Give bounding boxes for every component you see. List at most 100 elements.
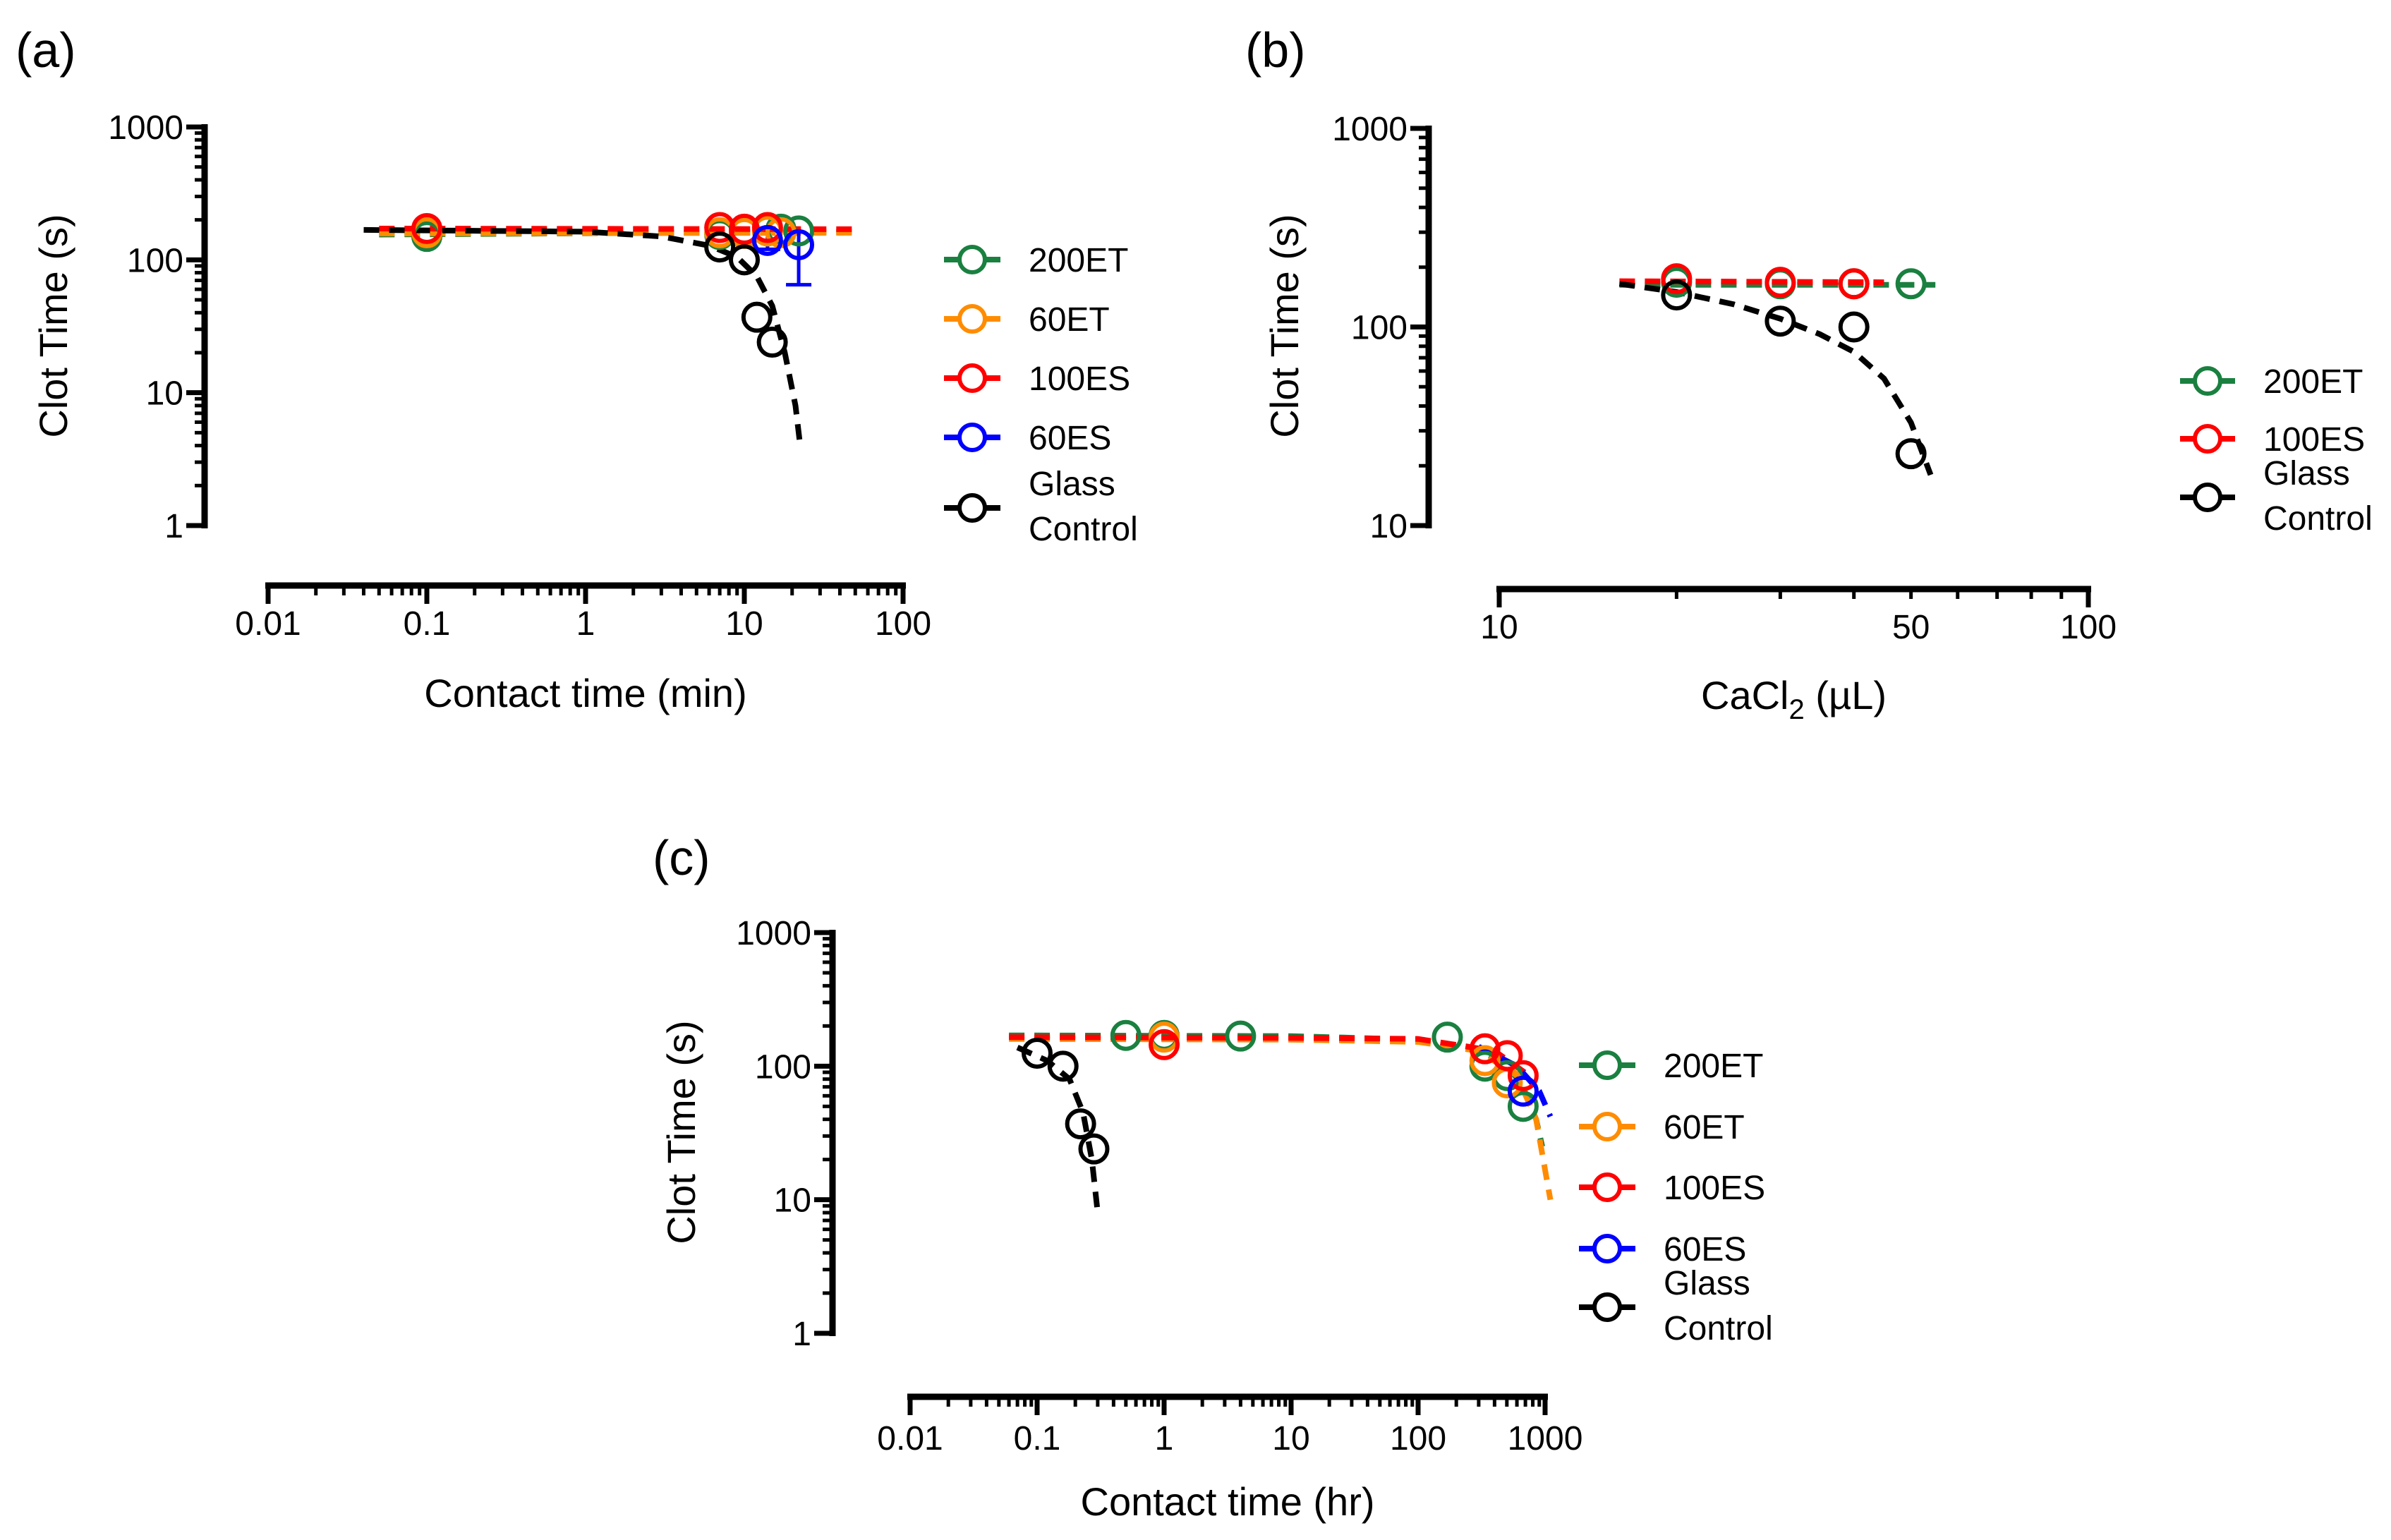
legend-label: Glass Control <box>1664 1265 1773 1347</box>
legend-label-line: Glass <box>1029 466 1115 503</box>
data-point-200et <box>1507 1091 1539 1122</box>
y-tick-label: 1000 <box>1332 111 1408 148</box>
legend-swatch-marker <box>1592 1112 1622 1141</box>
panel-label: (c) <box>653 830 710 885</box>
legend-label: 200ET <box>2263 363 2363 401</box>
chart-panel-1: (a) 1 10 100 1000 Clot Time (s) 0.01 0.1 1 10 100 C… <box>16 23 1138 715</box>
fit-line-glass-control <box>363 226 804 447</box>
y-tick-label: 1 <box>164 508 183 545</box>
y-tick-label: 1 <box>792 1316 811 1353</box>
data-point-100es <box>1838 268 1870 300</box>
data-point-200et <box>1895 268 1927 300</box>
legend-swatch-marker <box>1592 1234 1622 1263</box>
data-point-glass-control <box>741 301 773 333</box>
legend-label-line: Control <box>1664 1310 1773 1347</box>
y-tick-label: 10 <box>1370 508 1408 545</box>
data-point-60et <box>1469 1045 1501 1077</box>
x-axis-label: CaCl2 (µL) <box>1701 673 1887 725</box>
y-axis-label: Clot Time (s) <box>1262 214 1307 437</box>
x-axis-label: Contact time (hr) <box>1081 1479 1375 1524</box>
x-tick-label: 0.01 <box>877 1420 943 1457</box>
y-axis-label: Clot Time (s) <box>31 214 75 437</box>
legend-label-line: Control <box>2263 500 2373 538</box>
panel-label: (b) <box>1245 23 1306 78</box>
legend-label: 60ES <box>1664 1231 1746 1268</box>
legend-label: 100ES <box>1664 1170 1765 1207</box>
x-tick-label: 100 <box>875 605 931 643</box>
data-point-glass-control <box>704 231 736 263</box>
data-point-60es <box>1507 1075 1539 1107</box>
chart-panel-2: (b) 10 100 1000 Clot Time (s) 10 50 100 CaCl2 (µ… <box>1245 23 2373 725</box>
x-axis-label-unit: (µL) <box>1805 673 1887 717</box>
legend-label: 200ET <box>1664 1048 1763 1085</box>
legend-label-line: Glass <box>1664 1265 1750 1302</box>
legend-swatch-marker <box>1592 1292 1622 1322</box>
data-point-100es <box>1507 1060 1539 1091</box>
y-tick-label: 10 <box>146 375 183 413</box>
legend-label: 200ET <box>1029 242 1128 279</box>
fit-line-glass-control <box>1618 281 1934 476</box>
data-point-100es <box>1469 1033 1501 1065</box>
x-tick-label: 0.1 <box>1014 1420 1061 1457</box>
x-axis-label: Contact time (min) <box>424 671 746 715</box>
x-tick-label: 0.1 <box>404 605 451 643</box>
legend-label: Glass Control <box>1029 466 1138 548</box>
legend-swatch-marker <box>1592 1172 1622 1202</box>
x-tick-label: 100 <box>2060 609 2117 646</box>
data-point-glass-control <box>1895 438 1927 470</box>
x-axis-label-text: CaCl <box>1701 673 1788 717</box>
y-tick-label: 100 <box>127 242 183 279</box>
data-point-100es <box>1491 1040 1523 1072</box>
data-point-100es <box>411 212 442 244</box>
x-tick-label: 10 <box>725 605 763 643</box>
data-point-60es <box>751 224 783 256</box>
data-point-200et <box>1110 1019 1142 1051</box>
legend-swatch-marker <box>957 245 987 274</box>
legend-swatch-marker <box>2193 483 2222 512</box>
data-point-100es <box>751 212 783 243</box>
data-point-glass-control <box>1078 1133 1110 1165</box>
data-point-200et <box>783 215 815 247</box>
data-point-glass-control <box>756 327 788 358</box>
fit-line-glass-control <box>1016 1045 1101 1213</box>
data-point-60es <box>783 229 815 260</box>
legend-swatch-marker <box>957 304 987 334</box>
y-tick-label: 10 <box>774 1182 811 1220</box>
data-point-glass-control <box>1661 279 1693 311</box>
x-tick-label: 100 <box>1390 1420 1446 1457</box>
data-point-glass-control <box>1022 1037 1053 1069</box>
legend-label: 100ES <box>1029 360 1130 398</box>
data-point-glass-control <box>729 244 760 276</box>
y-tick-label: 1000 <box>736 915 811 952</box>
panel-label: (a) <box>16 23 76 78</box>
x-tick-label: 0.01 <box>235 605 301 643</box>
y-tick-label: 100 <box>755 1048 811 1086</box>
data-point-100es <box>1149 1029 1180 1060</box>
x-axis-label-text: Contact time (hr) <box>1081 1479 1375 1524</box>
fit-line-100es <box>1619 278 1884 286</box>
data-point-100es <box>1765 267 1796 298</box>
legend-label: 60ES <box>1029 420 1111 457</box>
legend-swatch-marker <box>1592 1050 1622 1080</box>
y-tick-label: 1000 <box>108 109 183 147</box>
data-point-200et <box>1431 1021 1463 1053</box>
data-point-100es <box>1661 263 1693 295</box>
y-tick-label: 100 <box>1351 310 1408 347</box>
x-tick-label: 10 <box>1480 609 1518 646</box>
x-tick-label: 1 <box>1155 1420 1174 1457</box>
y-axis-label: Clot Time (s) <box>659 1020 703 1244</box>
data-point-glass-control <box>1765 305 1796 337</box>
x-tick-label: 50 <box>1892 609 1930 646</box>
legend-swatch-marker <box>957 493 987 523</box>
fit-line-100es <box>1009 1034 1531 1078</box>
legend-label: 60ET <box>1029 301 1110 339</box>
legend-swatch-marker <box>2193 424 2222 454</box>
x-tick-label: 10 <box>1272 1420 1309 1457</box>
data-point-glass-control <box>1065 1108 1096 1140</box>
x-tick-label: 1000 <box>1508 1420 1583 1457</box>
data-point-glass-control <box>1838 311 1870 343</box>
legend-label-line: Glass <box>2263 455 2350 492</box>
data-point-glass-control <box>1047 1050 1079 1082</box>
fit-line-60et <box>379 229 856 236</box>
